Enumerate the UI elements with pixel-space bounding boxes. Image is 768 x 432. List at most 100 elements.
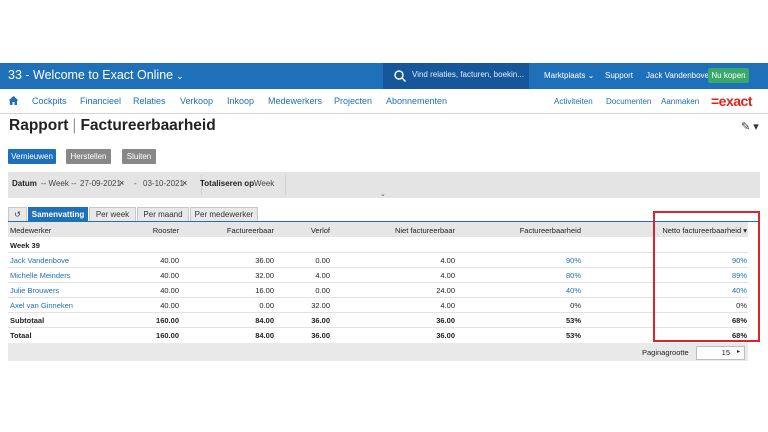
page-size-value: 15 <box>721 348 730 357</box>
cell-factureerbaarheid[interactable]: 40% <box>565 286 581 295</box>
cell-verlof: 4.00 <box>315 271 330 280</box>
page-title: Rapport | Factureerbaarheid <box>9 117 216 135</box>
nav-item-documenten[interactable]: Documenten <box>606 97 652 106</box>
total-niet-factureerbaar: 36.00 <box>436 331 455 340</box>
nav-item-abonnementen[interactable]: Abonnementen <box>386 96 448 106</box>
row-divider <box>8 312 748 313</box>
nav-item-financieel[interactable]: Financieel <box>80 96 122 106</box>
title-separator: | <box>72 117 77 134</box>
row-divider <box>8 267 748 268</box>
date-to-field[interactable]: 03-10-2021 <box>143 179 184 188</box>
col-netto-label: Netto factureerbaarheid <box>662 226 742 235</box>
total-factureerbaar: 84.00 <box>255 331 274 340</box>
total-by-select[interactable]: Week <box>254 179 275 188</box>
cell-factureerbaar: 16.00 <box>255 286 274 295</box>
cell-netto-factureerbaarheid[interactable]: 89% <box>731 271 747 280</box>
search-box[interactable]: Vind relaties, facturen, boekin... <box>383 63 529 89</box>
buy-now-button[interactable]: Nu kopen <box>708 68 749 83</box>
chevron-down-icon: ⌄ <box>587 71 595 80</box>
nav-item-verkoop[interactable]: Verkoop <box>180 96 214 106</box>
cell-rooster: 40.00 <box>160 286 179 295</box>
restore-button[interactable]: Herstellen <box>66 149 111 164</box>
cell-netto-factureerbaarheid[interactable]: 90% <box>731 256 747 265</box>
row-divider <box>8 282 748 283</box>
nav-item-medewerkers[interactable]: Medewerkers <box>268 96 323 106</box>
filter-panel: Datum -- Week -- 27-09-2021 × - 03-10-20… <box>8 172 760 198</box>
cell-netto-factureerbaarheid: 0% <box>736 301 747 310</box>
table-footer <box>8 343 748 361</box>
cell-rooster: 40.00 <box>160 256 179 265</box>
expand-filters-icon[interactable]: ⌄ <box>380 191 386 198</box>
app-title-text: 33 - Welcome to Exact Online <box>8 68 174 82</box>
cell-factureerbaarheid: 0% <box>570 301 581 310</box>
nav-item-projecten[interactable]: Projecten <box>334 96 373 106</box>
home-icon[interactable] <box>8 95 19 106</box>
date-filter-label: Datum <box>12 179 37 188</box>
cell-verlof: 0.00 <box>315 256 330 265</box>
app-title[interactable]: 33 - Welcome to Exact Online ⌄ <box>8 68 184 82</box>
nav-item-aanmaken[interactable]: Aanmaken <box>661 97 700 106</box>
total-verlof: 36.00 <box>311 331 330 340</box>
filter-divider <box>285 175 286 195</box>
chevron-right-icon: ▸ <box>736 349 740 355</box>
col-verlof[interactable]: Verlof <box>310 226 330 235</box>
subtotal-label: Subtotaal <box>10 316 45 325</box>
marketplace-menu[interactable]: Marktplaats ⌄ <box>544 71 594 80</box>
col-factureerbaar[interactable]: Factureerbaar <box>226 226 274 235</box>
clear-date-from-icon[interactable]: × <box>119 178 125 188</box>
col-niet-factureerbaar[interactable]: Niet factureerbaar <box>394 226 455 235</box>
page-title-part1: Rapport <box>9 117 69 134</box>
cell-factureerbaar: 36.00 <box>255 256 274 265</box>
cell-netto-factureerbaarheid[interactable]: 40% <box>731 286 747 295</box>
exact-logo: =exact <box>711 93 752 109</box>
subtotal-factureerbaarheid: 53% <box>565 316 581 325</box>
refresh-button[interactable]: Vernieuwen <box>8 149 56 164</box>
support-link[interactable]: Support <box>605 71 634 80</box>
page-size-label: Paginagrootte <box>642 348 689 357</box>
col-netto-factureerbaarheid[interactable]: Netto factureerbaarheid ▾ <box>662 226 747 235</box>
tools-icon[interactable]: ✎ ▾ <box>741 121 759 133</box>
col-factureerbaarheid[interactable]: Factureerbaarheid <box>519 226 581 235</box>
cell-factureerbaar: 0.00 <box>259 301 274 310</box>
page-size-select[interactable]: 15 ▸ <box>696 346 745 360</box>
employee-link[interactable]: Michelle Meinders <box>10 271 71 280</box>
subtotal-rooster: 160.00 <box>156 316 179 325</box>
cell-factureerbaar: 32.00 <box>255 271 274 280</box>
row-divider <box>8 297 748 298</box>
employee-link[interactable]: Axel van Ginneken <box>10 301 73 310</box>
total-factureerbaarheid: 53% <box>565 331 581 340</box>
nav-item-inkoop[interactable]: Inkoop <box>227 96 255 106</box>
search-input[interactable]: Vind relaties, facturen, boekin... <box>412 70 524 79</box>
col-rooster[interactable]: Rooster <box>152 226 179 235</box>
table-header <box>8 222 748 237</box>
main-nav: Cockpits Financieel Relaties Verkoop Ink… <box>0 89 768 114</box>
highlight-box <box>653 211 760 342</box>
cell-factureerbaarheid[interactable]: 80% <box>565 271 581 280</box>
close-button[interactable]: Sluiten <box>122 149 156 164</box>
filter-divider <box>201 175 202 195</box>
date-from-field[interactable]: 27-09-2021 <box>80 179 121 188</box>
week-select[interactable]: -- Week -- <box>41 179 77 188</box>
user-menu[interactable]: Jack Vandenbove <box>646 71 710 80</box>
page-title-part2: Factureerbaarheid <box>80 117 216 134</box>
employee-link[interactable]: Julie Brouwers <box>10 286 60 295</box>
nav-item-activiteiten[interactable]: Activiteiten <box>554 97 593 106</box>
clear-date-to-icon[interactable]: × <box>182 178 188 188</box>
total-rooster: 160.00 <box>156 331 179 340</box>
cell-niet-factureerbaar: 24.00 <box>436 286 455 295</box>
nav-item-cockpits[interactable]: Cockpits <box>32 96 67 106</box>
cell-rooster: 40.00 <box>160 271 179 280</box>
subtotal-netto: 68% <box>731 316 747 325</box>
cell-factureerbaarheid[interactable]: 90% <box>565 256 581 265</box>
search-icon <box>394 70 406 82</box>
employee-link[interactable]: Jack Vandenbove <box>10 256 70 265</box>
refresh-icon: ↺ <box>14 210 21 219</box>
col-medewerker[interactable]: Medewerker <box>10 226 52 235</box>
chevron-down-icon: ⌄ <box>176 71 184 81</box>
nav-item-relaties[interactable]: Relaties <box>133 96 166 106</box>
sort-desc-icon: ▾ <box>743 226 747 235</box>
marketplace-label: Marktplaats <box>544 71 586 80</box>
total-netto: 68% <box>731 331 747 340</box>
row-divider <box>8 252 748 253</box>
cell-verlof: 32.00 <box>311 301 330 310</box>
